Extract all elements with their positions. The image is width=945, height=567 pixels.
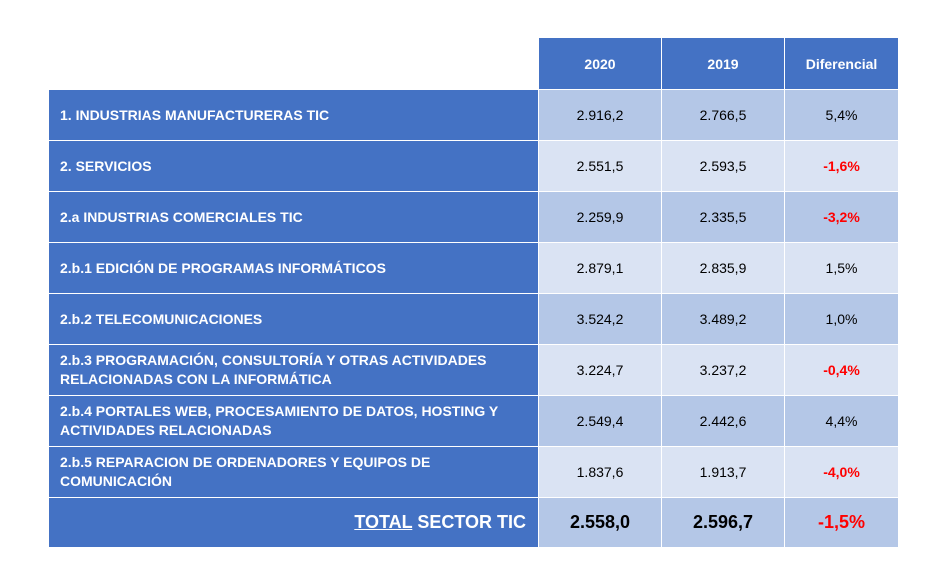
row-label: 2.b.2 TELECOMUNICACIONES (48, 293, 539, 345)
value-2020: 2.879,1 (538, 242, 662, 294)
value-2020: 3.524,2 (538, 293, 662, 345)
total-value-diferencial: -1,5% (784, 497, 899, 548)
table-row: 2.b.5 REPARACION DE ORDENADORES Y EQUIPO… (48, 446, 899, 498)
value-diferencial: -4,0% (784, 446, 899, 498)
table-row: 2.a INDUSTRIAS COMERCIALES TIC 2.259,9 2… (48, 191, 899, 243)
value-2019: 2.766,5 (661, 89, 785, 141)
table-row: 2.b.2 TELECOMUNICACIONES 3.524,2 3.489,2… (48, 293, 899, 345)
value-diferencial: -0,4% (784, 344, 899, 396)
header-diferencial: Diferencial (784, 37, 899, 90)
value-diferencial: -1,6% (784, 140, 899, 192)
value-diferencial: -3,2% (784, 191, 899, 243)
value-2020: 2.549,4 (538, 395, 662, 447)
table-row: 2.b.3 PROGRAMACIÓN, CONSULTORÍA Y OTRAS … (48, 344, 899, 396)
value-diferencial: 1,5% (784, 242, 899, 294)
value-2019: 2.335,5 (661, 191, 785, 243)
table-row: 2. SERVICIOS 2.551,5 2.593,5 -1,6% (48, 140, 899, 192)
total-row: TOTAL SECTOR TIC 2.558,0 2.596,7 -1,5% (48, 497, 899, 548)
total-label-rest: SECTOR TIC (412, 512, 526, 532)
value-diferencial: 5,4% (784, 89, 899, 141)
total-label: TOTAL SECTOR TIC (48, 497, 539, 548)
header-2020: 2020 (538, 37, 662, 90)
value-2019: 3.489,2 (661, 293, 785, 345)
value-2020: 2.259,9 (538, 191, 662, 243)
row-label: 2.b.4 PORTALES WEB, PROCESAMIENTO DE DAT… (48, 395, 539, 447)
value-2019: 3.237,2 (661, 344, 785, 396)
value-2020: 2.916,2 (538, 89, 662, 141)
row-label: 2.b.3 PROGRAMACIÓN, CONSULTORÍA Y OTRAS … (48, 344, 539, 396)
value-2019: 2.593,5 (661, 140, 785, 192)
tic-sector-table: 2020 2019 Diferencial 1. INDUSTRIAS MANU… (48, 37, 899, 548)
header-blank-cell (48, 37, 539, 90)
row-label: 2.b.5 REPARACION DE ORDENADORES Y EQUIPO… (48, 446, 539, 498)
value-2019: 1.913,7 (661, 446, 785, 498)
table-row: 2.b.4 PORTALES WEB, PROCESAMIENTO DE DAT… (48, 395, 899, 447)
row-label: 2.a INDUSTRIAS COMERCIALES TIC (48, 191, 539, 243)
total-value-2020: 2.558,0 (538, 497, 662, 548)
table-row: 2.b.1 EDICIÓN DE PROGRAMAS INFORMÁTICOS … (48, 242, 899, 294)
value-diferencial: 4,4% (784, 395, 899, 447)
table-row: 1. INDUSTRIAS MANUFACTURERAS TIC 2.916,2… (48, 89, 899, 141)
value-2019: 2.442,6 (661, 395, 785, 447)
value-2019: 2.835,9 (661, 242, 785, 294)
total-label-underlined: TOTAL (354, 512, 413, 532)
value-2020: 3.224,7 (538, 344, 662, 396)
row-label: 1. INDUSTRIAS MANUFACTURERAS TIC (48, 89, 539, 141)
header-2019: 2019 (661, 37, 785, 90)
row-label: 2.b.1 EDICIÓN DE PROGRAMAS INFORMÁTICOS (48, 242, 539, 294)
row-label: 2. SERVICIOS (48, 140, 539, 192)
header-row: 2020 2019 Diferencial (48, 37, 899, 90)
value-2020: 2.551,5 (538, 140, 662, 192)
value-2020: 1.837,6 (538, 446, 662, 498)
value-diferencial: 1,0% (784, 293, 899, 345)
total-value-2019: 2.596,7 (661, 497, 785, 548)
